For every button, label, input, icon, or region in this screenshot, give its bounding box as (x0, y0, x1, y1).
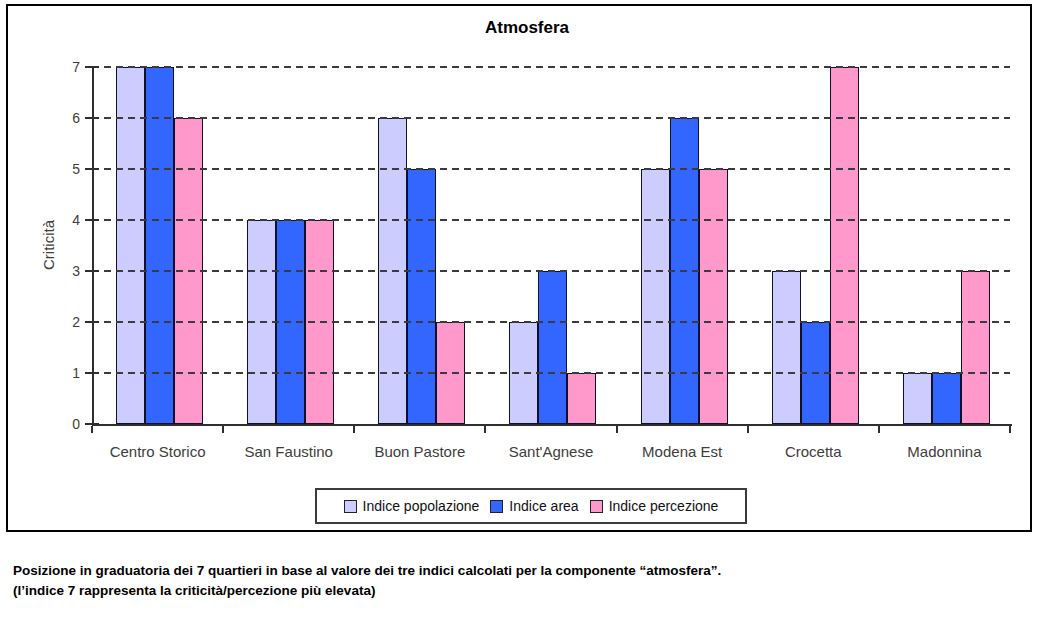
bar (116, 67, 145, 424)
chart-title: Atmosfera (92, 18, 962, 38)
bar (903, 373, 932, 424)
legend-item: Indice percezione (590, 498, 719, 514)
x-axis-tick (484, 426, 486, 433)
x-axis-tick (747, 426, 749, 433)
x-axis-label: Modena Est (617, 443, 748, 460)
y-axis-tick (85, 219, 99, 221)
y-tick-label: 2 (42, 313, 80, 331)
bar-group (94, 67, 225, 424)
legend-swatch (490, 500, 503, 513)
x-axis-label: Madonnina (879, 443, 1010, 460)
x-axis-label: Centro Storico (92, 443, 223, 460)
legend-label: Indice percezione (609, 498, 719, 514)
bar-group (225, 67, 356, 424)
x-axis-tick (878, 426, 880, 433)
x-axis-label: Crocetta (748, 443, 879, 460)
bar (145, 67, 174, 424)
bar-group (750, 67, 881, 424)
bar-group (487, 67, 618, 424)
x-axis-tick (91, 426, 93, 433)
x-axis-label: Buon Pastore (354, 443, 485, 460)
gridline (92, 117, 1010, 119)
y-axis-tick (85, 117, 99, 119)
bar (699, 169, 728, 424)
gridline (92, 270, 1010, 272)
y-axis-tick (85, 168, 99, 170)
caption-line-1: Posizione in graduatoria dei 7 quartieri… (13, 561, 1023, 581)
gridline (92, 66, 1010, 68)
bar (407, 169, 436, 424)
y-axis-tick (85, 321, 99, 323)
legend-swatch (344, 500, 357, 513)
legend-label: Indice popolazione (363, 498, 480, 514)
gridline (92, 321, 1010, 323)
gridline (92, 372, 1010, 374)
y-axis-tick (85, 372, 99, 374)
y-tick-label: 0 (42, 415, 80, 433)
y-tick-label: 1 (42, 364, 80, 382)
gridline (92, 168, 1010, 170)
y-tick-label: 7 (42, 58, 80, 76)
bar-group (619, 67, 750, 424)
bar (932, 373, 961, 424)
y-axis-tick (85, 66, 99, 68)
gridline (92, 219, 1010, 221)
y-tick-label: 4 (42, 211, 80, 229)
x-axis-labels: Centro StoricoSan FaustinoBuon PastoreSa… (92, 443, 1010, 463)
bar (772, 271, 801, 424)
bar (961, 271, 990, 424)
x-axis-tick (353, 426, 355, 433)
caption: Posizione in graduatoria dei 7 quartieri… (13, 561, 1023, 601)
legend-item: Indice area (490, 498, 578, 514)
bar-group (356, 67, 487, 424)
legend-label: Indice area (509, 498, 578, 514)
bar (538, 271, 567, 424)
legend-item: Indice popolazione (344, 498, 480, 514)
legend-swatch (590, 500, 603, 513)
x-axis-tick (1009, 426, 1011, 433)
x-axis-label: Sant'Agnese (485, 443, 616, 460)
caption-line-2: (l’indice 7 rappresenta la criticità/per… (13, 581, 1023, 601)
bar-group (881, 67, 1012, 424)
bar (830, 67, 859, 424)
x-axis-tick (616, 426, 618, 433)
bar (641, 169, 670, 424)
bar (567, 373, 596, 424)
legend: Indice popolazione Indice area Indice perc… (315, 488, 747, 524)
y-tick-label: 6 (42, 109, 80, 127)
chart-frame: Atmosfera Criticità Centro StoricoSan Fa… (6, 4, 1032, 532)
figure: Atmosfera Criticità Centro StoricoSan Fa… (0, 0, 1038, 618)
y-axis-tick (85, 423, 99, 425)
y-tick-label: 5 (42, 160, 80, 178)
x-axis-label: San Faustino (223, 443, 354, 460)
y-axis-tick (85, 270, 99, 272)
x-axis-tick (222, 426, 224, 433)
y-tick-label: 3 (42, 262, 80, 280)
